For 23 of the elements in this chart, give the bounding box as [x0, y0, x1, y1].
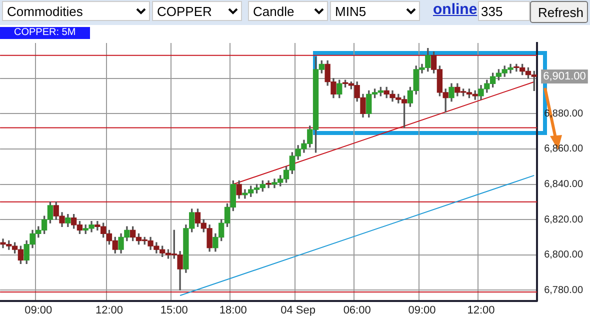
candlestick	[266, 180, 272, 188]
y-tick-label: 6,840.00	[544, 179, 584, 190]
text: online	[433, 1, 478, 18]
y-tick-label: 6,800.00	[544, 250, 584, 261]
x-tick-label: 06:00	[343, 304, 371, 316]
x-tick-label: 04 Sep	[280, 304, 316, 316]
chart-title: COPPER: 5M	[0, 27, 90, 39]
text: MIN5	[330, 1, 420, 21]
text: Candle	[248, 1, 328, 21]
y-tick-label: 6,780.00	[544, 284, 584, 296]
x-tick-label: 09:00	[24, 304, 52, 316]
x-tick-label: 12:00	[95, 304, 123, 316]
y-tick-label: 6,820.00	[544, 214, 584, 226]
x-tick-label: 15:00	[160, 304, 188, 316]
x-tick-label: 18:00	[219, 304, 247, 316]
text: Refresh	[530, 1, 588, 23]
text: 6,901.00	[543, 70, 586, 83]
text: Commodities	[2, 1, 150, 21]
y-tick-label: 6,860.00	[544, 144, 584, 155]
text: 335	[478, 1, 530, 21]
x-tick-label: 12:00	[467, 304, 495, 316]
text: COPPER	[152, 1, 242, 21]
x-tick-label: 09:00	[408, 304, 436, 316]
